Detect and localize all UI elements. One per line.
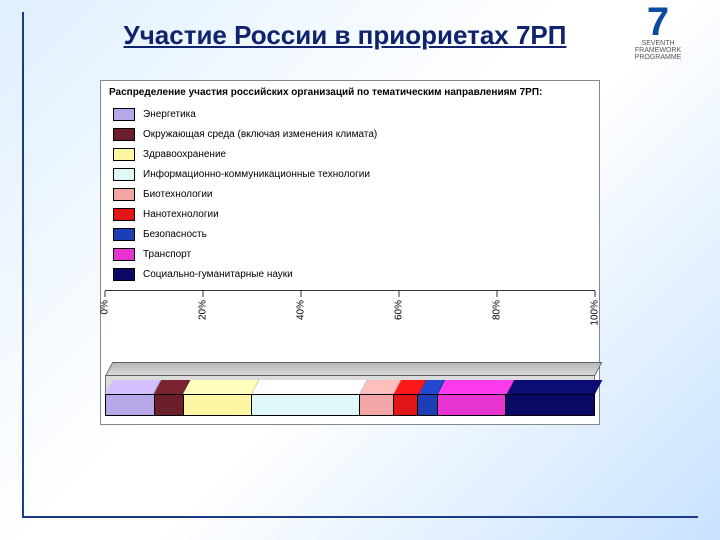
legend-item: Здравоохранение — [113, 144, 595, 164]
page-title: Участие России в приориетах 7РП — [80, 20, 610, 51]
legend-swatch — [113, 208, 135, 221]
fp7-logo: 7 SEVENTH FRAMEWORK PROGRAMME — [618, 6, 698, 61]
bar-segments-top — [105, 380, 602, 394]
axis-tick: 0% — [100, 291, 111, 314]
legend-label: Окружающая среда (включая изменения клим… — [143, 129, 377, 140]
bar-segment — [418, 395, 438, 415]
legend-swatch — [113, 188, 135, 201]
axis-tick: 60% — [394, 291, 405, 320]
chart-panel: Распределение участия российских организ… — [100, 80, 600, 425]
legend-item: Нанотехнологии — [113, 204, 595, 224]
legend-swatch — [113, 248, 135, 261]
tick-label: 100% — [590, 300, 601, 326]
tick-mark — [301, 291, 302, 297]
axis-tick: 100% — [590, 291, 601, 326]
legend-swatch — [113, 128, 135, 141]
legend-label: Биотехнологии — [143, 189, 213, 200]
chart-legend: Энергетика Окружающая среда (включая изме… — [105, 104, 595, 284]
legend-swatch — [113, 228, 135, 241]
legend-label: Нанотехнологии — [143, 209, 219, 220]
legend-swatch — [113, 168, 135, 181]
bar-segment — [252, 395, 359, 415]
chart-caption: Распределение участия российских организ… — [105, 85, 595, 104]
bar-segment — [155, 395, 184, 415]
tick-mark — [105, 291, 106, 297]
tick-label: 40% — [296, 300, 307, 320]
tick-mark — [497, 291, 498, 297]
legend-label: Безопасность — [143, 229, 207, 240]
legend-label: Энергетика — [143, 109, 196, 120]
tick-mark — [399, 291, 400, 297]
legend-item: Энергетика — [113, 104, 595, 124]
bar-segment-top — [105, 380, 161, 394]
bar-segment — [106, 395, 155, 415]
legend-swatch — [113, 148, 135, 161]
legend-label: Здравоохранение — [143, 149, 226, 160]
tick-label: 60% — [394, 300, 405, 320]
chart-axis: 0%20%40%60%80%100% — [105, 290, 595, 360]
legend-item: Информационно-коммуникационные технологи… — [113, 164, 595, 184]
accent-vertical-line — [22, 12, 24, 518]
axis-tick: 40% — [296, 291, 307, 320]
legend-item: Окружающая среда (включая изменения клим… — [113, 124, 595, 144]
bar-segment — [506, 395, 594, 415]
bar-segment-top — [438, 380, 514, 394]
bar-segment — [360, 395, 394, 415]
bar-segments — [105, 394, 595, 416]
legend-label: Информационно-коммуникационные технологи… — [143, 169, 370, 180]
legend-item: Социально-гуманитарные науки — [113, 264, 595, 284]
axis-tick: 80% — [492, 291, 503, 320]
bar-segment-top — [252, 380, 367, 394]
fp7-logo-digit: 7 — [647, 6, 669, 38]
tick-label: 80% — [492, 300, 503, 320]
bar-segment-top — [507, 380, 603, 394]
tick-mark — [595, 291, 596, 297]
tick-label: 0% — [100, 300, 111, 314]
chart-bar — [105, 362, 595, 422]
legend-label: Транспорт — [143, 249, 191, 260]
bar-3d-top — [105, 362, 602, 376]
bar-segment — [184, 395, 252, 415]
bar-segment — [394, 395, 418, 415]
legend-item: Безопасность — [113, 224, 595, 244]
bar-segment-top — [183, 380, 259, 394]
legend-item: Транспорт — [113, 244, 595, 264]
legend-item: Биотехнологии — [113, 184, 595, 204]
legend-swatch — [113, 108, 135, 121]
accent-horizontal-line — [22, 516, 698, 518]
tick-label: 20% — [198, 300, 209, 320]
bar-segment — [438, 395, 506, 415]
axis-tick: 20% — [198, 291, 209, 320]
legend-swatch — [113, 268, 135, 281]
tick-mark — [203, 291, 204, 297]
legend-label: Социально-гуманитарные науки — [143, 269, 293, 280]
